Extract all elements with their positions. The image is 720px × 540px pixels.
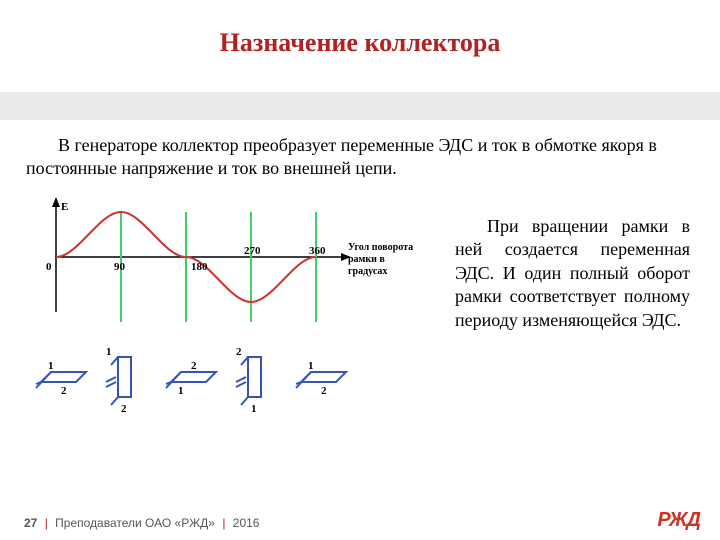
tick-360: 360: [309, 245, 326, 257]
rzd-logo: РЖД: [657, 509, 700, 532]
svg-text:1: 1: [106, 346, 112, 358]
svg-text:2: 2: [321, 385, 327, 397]
header-band: [0, 92, 720, 120]
frame-pictograms: 1 2 1 2 2 1: [36, 346, 346, 415]
tick-270: 270: [244, 245, 261, 257]
sine-chart: E Угол поворота рамки в градусах 0 90 18…: [26, 192, 416, 432]
svg-text:2: 2: [236, 346, 242, 358]
svg-text:2: 2: [121, 403, 127, 415]
slide-title: Назначение коллектора: [0, 28, 720, 58]
x-axis-label-3: градусах: [348, 266, 387, 277]
tick-180: 180: [191, 261, 208, 273]
svg-text:1: 1: [178, 385, 184, 397]
x-axis-label-1: Угол поворота: [348, 242, 413, 253]
svg-text:2: 2: [191, 360, 197, 372]
intro-paragraph: В генераторе коллектор преобразует перем…: [26, 134, 696, 179]
svg-text:2: 2: [61, 385, 67, 397]
svg-text:1: 1: [251, 403, 257, 415]
tick-0: 0: [46, 261, 52, 273]
footer-year: 2016: [233, 516, 260, 530]
side-paragraph: При вращении рамки в ней создается перем…: [455, 215, 690, 332]
x-axis-label-2: рамки в: [348, 254, 385, 265]
svg-text:1: 1: [48, 360, 54, 372]
footer: 27 | Преподаватели ОАО «РЖД» | 2016: [24, 516, 259, 530]
svg-text:1: 1: [308, 360, 314, 372]
tick-90: 90: [114, 261, 126, 273]
page-number: 27: [24, 516, 37, 530]
tick-lines: [121, 212, 316, 322]
footer-org: Преподаватели ОАО «РЖД»: [55, 516, 215, 530]
y-axis-label: E: [61, 201, 68, 213]
